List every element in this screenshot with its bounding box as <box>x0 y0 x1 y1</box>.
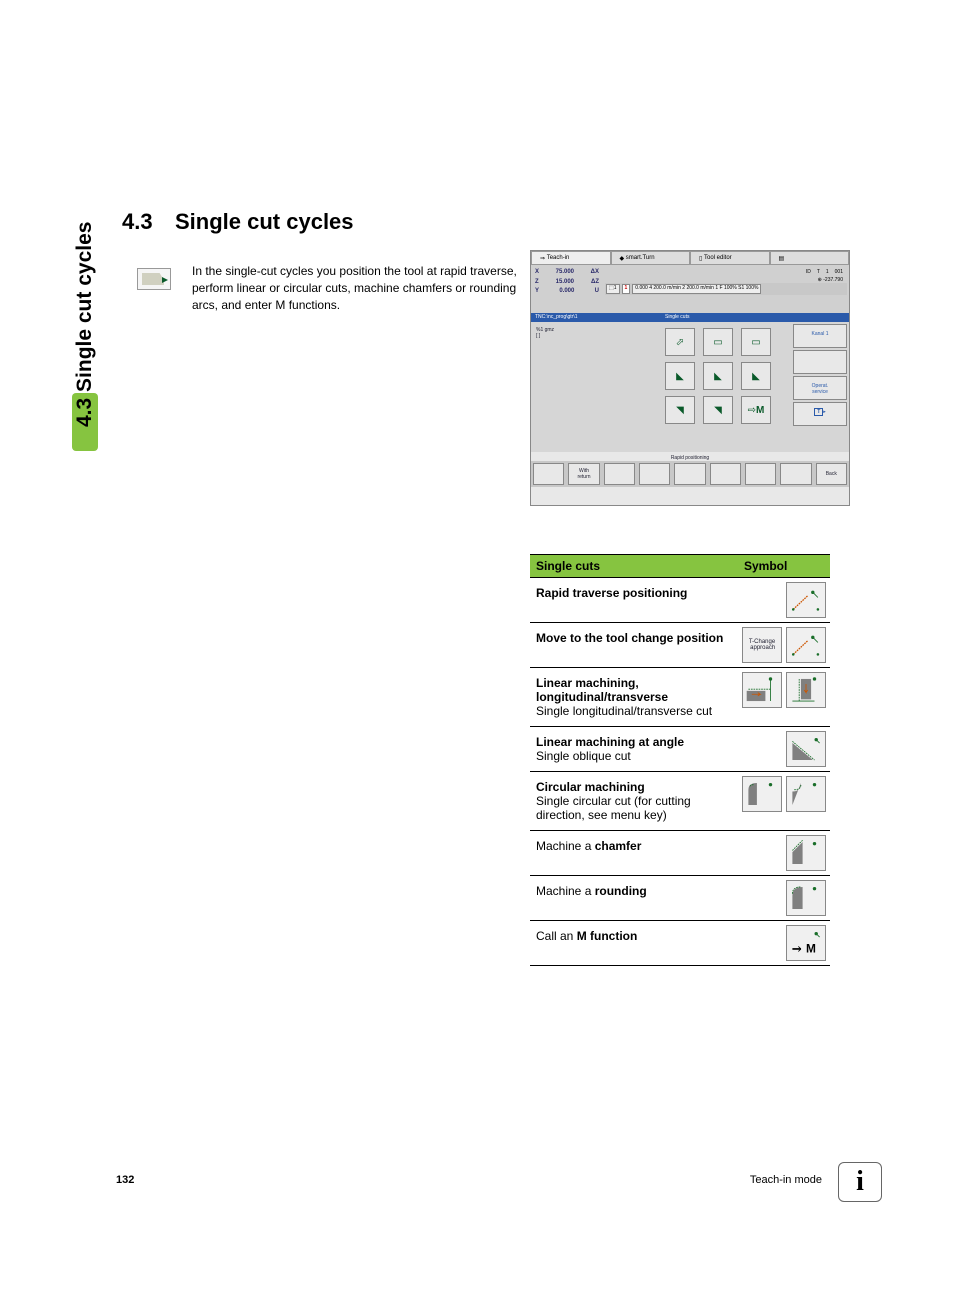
se-footer-btn[interactable] <box>710 463 741 485</box>
se-grid-cell[interactable]: ◣ <box>665 362 695 390</box>
symbol-linear-trans-icon <box>786 672 826 708</box>
table-cell-desc: Circular machiningSingle circular cut (f… <box>530 772 738 831</box>
side-tab-label: 4.3 Single cut cycles <box>72 197 98 451</box>
se-grid-cell[interactable]: ▭ <box>741 328 771 356</box>
se-grid-cell[interactable]: ⇨ M <box>741 396 771 424</box>
table-row: Machine a chamfer <box>530 831 830 876</box>
se-footer-btn[interactable] <box>533 463 564 485</box>
table-row: Linear machining at angleSingle oblique … <box>530 727 830 772</box>
se-sidebtn[interactable]: T▸ <box>793 402 847 426</box>
se-tab-teachin[interactable]: ⇒ Teach-in <box>531 251 611 265</box>
table-cell-desc: Machine a rounding <box>530 876 738 921</box>
table-row: Move to the tool change positionT-Change… <box>530 623 830 668</box>
se-readout-text: 0.000 4 200.0 m/min 2 200.0 m/min 1 F 10… <box>632 284 761 294</box>
table-cell-symbol <box>738 772 830 831</box>
se-menu-header: Single cuts <box>661 313 791 322</box>
table-header-symbol: Symbol <box>738 555 830 578</box>
table-cell-desc: Linear machining at angleSingle oblique … <box>530 727 738 772</box>
table-header-cuts: Single cuts <box>530 555 738 578</box>
se-footer-btn[interactable]: With return <box>568 463 599 485</box>
svg-text:M: M <box>806 941 816 955</box>
side-section-tab: 4.3 Single cut cycles <box>72 197 98 451</box>
table-cell-desc: Call an M function <box>530 921 738 966</box>
table-row: Linear machining, longitudinal/transvers… <box>530 668 830 727</box>
se-grid-cell[interactable]: ⬀ <box>665 328 695 356</box>
se-grid-cell[interactable]: ◣ <box>741 362 771 390</box>
se-tab-smartturn[interactable]: ◆ smart.Turn <box>611 251 691 265</box>
table-row: Machine a rounding <box>530 876 830 921</box>
table-cell-desc: Machine a chamfer <box>530 831 738 876</box>
se-footer-btn[interactable] <box>604 463 635 485</box>
table-cell-desc: Rapid traverse positioning <box>530 578 738 623</box>
embedded-screenshot: ⇒ Teach-in ◆ smart.Turn ▯ Tool editor ▤ … <box>530 250 850 506</box>
se-footer: With return Back <box>531 461 849 487</box>
table-cell-desc: Move to the tool change position <box>530 623 738 668</box>
se-footer-btn[interactable] <box>639 463 670 485</box>
symbol-mfunc-icon: M <box>786 925 826 961</box>
se-coord-panel: X75.000ΔX Z15.000ΔZ Y0.000U ID T1 001 ⊕ … <box>531 265 849 313</box>
table-row: Rapid traverse positioning <box>530 578 830 623</box>
cycle-icon <box>137 268 171 290</box>
se-sidebtn[interactable]: Kanal 1 <box>793 324 847 348</box>
table-cell-symbol <box>738 876 830 921</box>
intro-paragraph: In the single-cut cycles you position th… <box>192 263 522 313</box>
section-title: Single cut cycles <box>175 209 354 235</box>
page-number: 132 <box>116 1174 134 1186</box>
se-sidebtn[interactable]: Operat. service <box>793 376 847 400</box>
table-cell-symbol <box>738 727 830 772</box>
symbol-rapid-icon <box>786 627 826 663</box>
se-grid-cell[interactable]: ◣ <box>703 362 733 390</box>
symbol-angle-icon <box>786 731 826 767</box>
symbol-circ-ccw-icon <box>786 776 826 812</box>
se-footer-btn[interactable]: Back <box>816 463 847 485</box>
se-code-area: %1 gmz [ ] <box>531 322 661 452</box>
se-footer-btn[interactable] <box>674 463 705 485</box>
se-grid-cell[interactable]: ▭ <box>703 328 733 356</box>
symbol-circ-cw-icon <box>742 776 782 812</box>
table-cell-symbol <box>738 578 830 623</box>
symbol-tchange-icon: T-Changeapproach <box>742 627 782 663</box>
table-cell-symbol: M <box>738 921 830 966</box>
info-icon: i <box>838 1162 882 1202</box>
table-cell-symbol: T-Changeapproach <box>738 623 830 668</box>
single-cuts-table: Single cuts Symbol Rapid traverse positi… <box>530 554 830 966</box>
se-footer-btn[interactable] <box>780 463 811 485</box>
symbol-linear-long-icon <box>742 672 782 708</box>
se-menu-grid: ⬀ ▭ ▭ ◣ ◣ ◣ ◥ ◥ ⇨ M <box>665 328 771 424</box>
table-cell-symbol <box>738 831 830 876</box>
se-tab-tooleditor[interactable]: ▯ Tool editor <box>690 251 770 265</box>
symbol-rounding-icon <box>786 880 826 916</box>
se-tab-last[interactable]: ▤ <box>770 251 850 265</box>
table-row: Circular machiningSingle circular cut (f… <box>530 772 830 831</box>
se-footer-btn[interactable] <box>745 463 776 485</box>
se-grid-cell[interactable]: ◥ <box>665 396 695 424</box>
symbol-chamfer-icon <box>786 835 826 871</box>
table-row: Call an M function M <box>530 921 830 966</box>
table-cell-desc: Linear machining, longitudinal/transvers… <box>530 668 738 727</box>
se-tabs: ⇒ Teach-in ◆ smart.Turn ▯ Tool editor ▤ <box>531 251 849 265</box>
se-sidebtn[interactable] <box>793 350 847 374</box>
symbol-rapid-icon <box>786 582 826 618</box>
section-number: 4.3 <box>122 209 153 235</box>
table-cell-symbol <box>738 668 830 727</box>
se-grid-cell[interactable]: ◥ <box>703 396 733 424</box>
footer-mode-label: Teach-in mode <box>750 1174 822 1186</box>
